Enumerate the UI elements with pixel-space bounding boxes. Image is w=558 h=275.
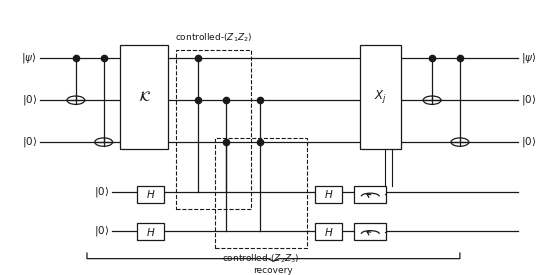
Text: $H$: $H$ — [324, 188, 333, 200]
Bar — [315, 186, 342, 203]
Text: $|\psi\rangle$: $|\psi\rangle$ — [21, 51, 37, 65]
Text: controlled-$(Z_2Z_3)$: controlled-$(Z_2Z_3)$ — [222, 252, 300, 265]
Text: $|0\rangle$: $|0\rangle$ — [22, 135, 37, 149]
Bar — [315, 223, 342, 240]
Bar — [215, 138, 307, 248]
Text: recovery: recovery — [253, 266, 294, 275]
Bar — [137, 223, 164, 240]
Bar — [354, 223, 387, 240]
Text: $|0\rangle$: $|0\rangle$ — [94, 185, 109, 199]
Text: $|\psi\rangle$: $|\psi\rangle$ — [521, 51, 537, 65]
Bar — [176, 50, 251, 209]
Text: $X_j$: $X_j$ — [374, 89, 387, 105]
Text: $|0\rangle$: $|0\rangle$ — [94, 224, 109, 238]
Bar — [354, 186, 387, 203]
Text: controlled-$(Z_1Z_2)$: controlled-$(Z_1Z_2)$ — [175, 31, 253, 44]
Text: $H$: $H$ — [146, 188, 155, 200]
Text: $H$: $H$ — [146, 226, 155, 238]
Text: $H$: $H$ — [324, 226, 333, 238]
Bar — [137, 186, 164, 203]
Bar — [121, 45, 167, 149]
Text: $\mathcal{K}$: $\mathcal{K}$ — [138, 90, 151, 104]
Text: $|0\rangle$: $|0\rangle$ — [22, 93, 37, 107]
Text: $|0\rangle$: $|0\rangle$ — [521, 93, 536, 107]
Bar — [360, 45, 401, 149]
Text: $|0\rangle$: $|0\rangle$ — [521, 135, 536, 149]
